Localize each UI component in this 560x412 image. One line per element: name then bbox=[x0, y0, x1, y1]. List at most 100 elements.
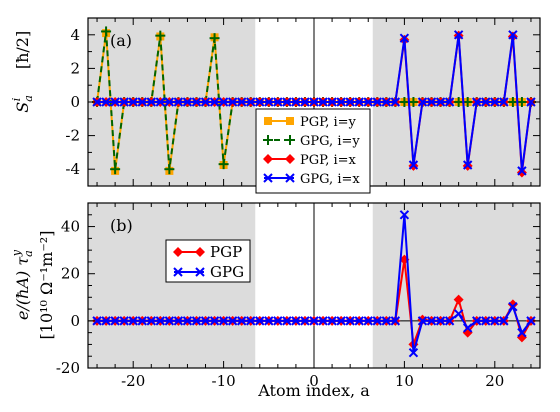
data-point bbox=[372, 97, 382, 107]
legend-marker bbox=[263, 173, 273, 183]
data-point bbox=[119, 97, 129, 107]
data-point bbox=[354, 97, 364, 107]
data-point bbox=[453, 309, 464, 319]
data-point bbox=[354, 316, 364, 326]
data-point bbox=[390, 97, 401, 107]
data-point bbox=[218, 316, 229, 326]
data-point bbox=[507, 97, 518, 107]
data-point bbox=[399, 210, 410, 220]
data-point bbox=[273, 97, 283, 107]
data-point bbox=[264, 316, 274, 326]
data-point bbox=[110, 97, 120, 107]
data-point bbox=[417, 316, 428, 326]
data-point bbox=[345, 97, 355, 107]
data-point bbox=[435, 316, 446, 326]
data-point bbox=[336, 316, 346, 326]
legend-entry: PGP, i=y bbox=[264, 115, 357, 130]
data-point bbox=[137, 97, 147, 107]
data-point bbox=[101, 97, 111, 107]
data-point bbox=[173, 97, 184, 107]
y-tick-label: -20 bbox=[56, 359, 80, 377]
y-tick-label: 4 bbox=[70, 26, 80, 44]
data-point bbox=[182, 97, 193, 107]
data-point bbox=[462, 160, 473, 170]
data-point bbox=[146, 97, 156, 107]
x-tick-label: 0 bbox=[309, 372, 319, 390]
data-point bbox=[200, 97, 211, 107]
legend-marker bbox=[285, 173, 295, 183]
data-point bbox=[327, 97, 337, 107]
data-point bbox=[462, 323, 473, 333]
data-point bbox=[481, 97, 491, 107]
data-point bbox=[101, 316, 111, 326]
data-point bbox=[191, 316, 202, 326]
legend-marker bbox=[263, 135, 273, 145]
legend-label: GPG bbox=[210, 263, 244, 281]
data-point bbox=[462, 97, 473, 107]
data-point bbox=[155, 30, 166, 41]
data-point bbox=[417, 97, 428, 107]
data-point bbox=[499, 316, 509, 326]
data-point bbox=[300, 316, 310, 326]
panel-label: (a) bbox=[110, 31, 132, 50]
data-point bbox=[490, 97, 500, 107]
panel-b: -20 0 20 40 -20 -10 0 10 20 (b) e/(ħA) τay [10¹⁰ Ω⁻… bbox=[10, 202, 541, 400]
data-point bbox=[92, 97, 102, 107]
y-tick-label: 0 bbox=[70, 312, 80, 330]
data-point bbox=[390, 316, 401, 326]
legend-entry: GPG, i=y bbox=[263, 134, 360, 149]
data-point bbox=[426, 316, 437, 326]
data-point bbox=[363, 316, 373, 326]
legend-marker bbox=[173, 247, 183, 257]
legend-entry: PGP, i=x bbox=[263, 153, 357, 168]
x-tick-label: 20 bbox=[485, 372, 504, 390]
panel-a: -4 -2 0 2 4 (a) Sai [ħ/2] PGP, i=y GPG, i=y PGP, i… bbox=[10, 17, 541, 194]
data-point bbox=[336, 97, 346, 107]
data-point bbox=[273, 316, 283, 326]
y-axis-label: Sai bbox=[10, 95, 35, 113]
data-point bbox=[128, 316, 138, 326]
legend-marker bbox=[263, 154, 273, 164]
data-point bbox=[453, 30, 464, 40]
legend-marker bbox=[285, 154, 295, 164]
data-point bbox=[526, 316, 536, 326]
data-point bbox=[526, 97, 536, 107]
data-point bbox=[381, 97, 392, 107]
x-axis-label: Atom index, a bbox=[257, 381, 370, 400]
data-point bbox=[282, 316, 292, 326]
legend-label: PGP, i=y bbox=[300, 115, 357, 130]
data-point bbox=[408, 97, 419, 107]
y-tick-label: -4 bbox=[65, 160, 80, 178]
y-tick-label: 0 bbox=[70, 93, 80, 111]
data-point bbox=[309, 97, 319, 107]
data-point bbox=[282, 97, 292, 107]
data-point bbox=[318, 97, 328, 107]
data-point bbox=[372, 316, 382, 326]
x-tick-label: 10 bbox=[395, 372, 414, 390]
legend-marker bbox=[264, 117, 272, 125]
y-tick-label: -2 bbox=[65, 127, 80, 145]
data-point bbox=[218, 159, 229, 170]
data-point bbox=[300, 97, 310, 107]
data-point bbox=[227, 316, 238, 326]
data-point bbox=[191, 97, 202, 107]
panel-label: (b) bbox=[110, 216, 133, 235]
data-point bbox=[255, 316, 265, 326]
data-point bbox=[255, 97, 265, 107]
data-point bbox=[507, 299, 518, 310]
data-point bbox=[472, 97, 482, 107]
data-point bbox=[291, 97, 301, 107]
legend-label: PGP bbox=[210, 243, 242, 261]
data-point bbox=[246, 316, 256, 326]
legend-label: GPG, i=y bbox=[300, 134, 360, 149]
data-point bbox=[363, 97, 373, 107]
data-point bbox=[209, 97, 220, 107]
y-axis-unit: [10¹⁰ Ω⁻¹m⁻²] bbox=[37, 231, 56, 340]
y-axis-label: e/(ħA) τay bbox=[10, 249, 35, 320]
data-point bbox=[146, 316, 156, 326]
data-point bbox=[499, 97, 509, 107]
data-point bbox=[264, 97, 274, 107]
data-point bbox=[246, 97, 256, 107]
data-point bbox=[517, 327, 527, 338]
data-point bbox=[236, 316, 247, 326]
